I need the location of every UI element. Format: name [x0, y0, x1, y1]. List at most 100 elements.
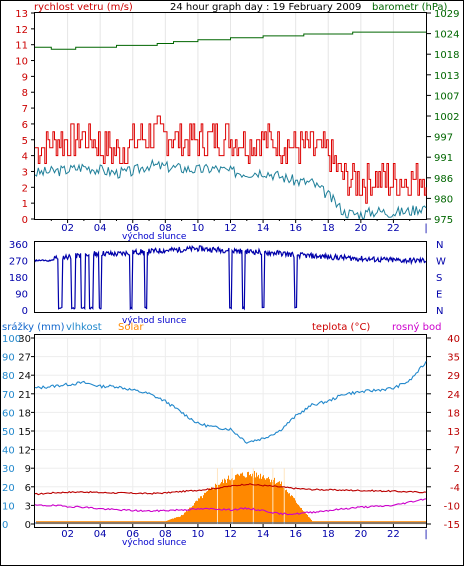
sunrise-label-2: východ slunce [122, 316, 187, 326]
humidity-tick-label: 0 [2, 520, 8, 531]
x-tick-label: 22 [387, 529, 400, 540]
solar-bar [209, 488, 210, 524]
wind-axis-label: rychlost vetru (m/s) [34, 2, 133, 13]
solar-bar [231, 478, 232, 524]
humidity-tick-label: 70 [2, 390, 15, 401]
x-tick-label: 22 [387, 223, 400, 234]
temperature-axis-label: teplota (°C) [312, 322, 370, 333]
solar-bar [198, 498, 199, 524]
wind-tick-label: 9 [22, 72, 28, 83]
temperature-tick-label: -15 [444, 520, 460, 531]
humidity-tick-label: 30 [2, 464, 15, 475]
solar-bar [224, 478, 225, 524]
solar-bar [271, 479, 272, 524]
humidity-tick-label: 90 [2, 353, 15, 364]
solar-bar [306, 514, 307, 524]
compass-tick-label: E [436, 290, 442, 301]
panel-temp-x-axis: 02 04 06 08 10 12 14 16 18 20 22 | [61, 524, 428, 540]
solar-bar [241, 473, 242, 524]
solar-bar [210, 488, 211, 524]
solar-bar [208, 489, 209, 524]
rain-axis-label: srážky (mm) [2, 321, 65, 333]
compass-tick-label: S [436, 273, 442, 284]
solar-bar [201, 496, 202, 524]
solar-bar [243, 475, 244, 524]
solar-bar [252, 473, 253, 524]
solar-bar [276, 482, 277, 524]
panel-temp-series [34, 361, 427, 524]
solar-bar [237, 473, 238, 524]
x-tick-label: 16 [289, 223, 302, 234]
direction-tick-label: 270 [9, 257, 28, 268]
wind-tick-label: 12 [15, 25, 28, 36]
solar-bar [293, 497, 294, 524]
baro-tick-label: 1013 [434, 71, 459, 82]
solar-bar [259, 478, 260, 524]
compass-tick-label: N [436, 240, 443, 251]
rain-tick-label: 30 [18, 334, 31, 345]
solar-bar [166, 520, 167, 524]
solar-bar [181, 514, 182, 524]
solar-bar [183, 514, 184, 524]
solar-bar [195, 501, 196, 524]
solar-bar [185, 512, 186, 524]
wind-tick-label: 0 [22, 215, 28, 226]
solar-bar [212, 488, 213, 524]
solar-bar [297, 504, 298, 524]
solar-bar [263, 475, 264, 524]
solar-bar [218, 484, 219, 524]
solar-bar [216, 484, 217, 524]
solar-bar [187, 511, 188, 524]
humidity-axis-label: vlhkost [66, 322, 102, 333]
solar-bar [186, 510, 187, 524]
x-end-mark: | [424, 529, 427, 540]
sunrise-label-1: východ slunce [122, 232, 187, 242]
baro-tick-label: 1029 [434, 9, 459, 20]
wind-tick-label: 11 [15, 41, 28, 52]
solar-bar [242, 472, 243, 524]
solar-bar [240, 473, 241, 524]
rain-tick-label: 27 [18, 353, 31, 364]
pressure-line [35, 31, 426, 50]
temperature-line [34, 483, 427, 496]
baro-tick-label: 997 [434, 133, 453, 144]
solar-bar [283, 487, 284, 524]
dewpoint-label: rosný bod [392, 321, 441, 333]
solar-bar [199, 498, 200, 524]
humidity-line [34, 361, 427, 444]
solar-bar [192, 506, 193, 524]
baro-tick-label: 991 [434, 153, 453, 164]
solar-bar [264, 478, 265, 524]
wind-tick-label: 3 [22, 167, 28, 178]
x-tick-label: 02 [61, 223, 74, 234]
solar-bar [180, 516, 181, 524]
rain-tick-label: 24 [18, 371, 31, 382]
solar-bar [295, 500, 296, 524]
solar-bar [279, 481, 280, 524]
temperature-tick-label: 24 [447, 390, 460, 401]
wind-direction-line [34, 245, 427, 311]
x-tick-label: 18 [322, 529, 335, 540]
solar-bar [202, 498, 203, 524]
solar-bar [258, 474, 259, 524]
wind-tick-label: 5 [22, 136, 28, 147]
humidity-tick-label: 50 [2, 427, 15, 438]
solar-bar [228, 475, 229, 524]
solar-bar [219, 484, 220, 524]
solar-bar [248, 471, 249, 524]
solar-bar [257, 476, 258, 524]
solar-bar [178, 516, 179, 524]
solar-bar [282, 487, 283, 524]
solar-bar [225, 479, 226, 524]
humidity-tick-label: 20 [2, 483, 15, 494]
solar-bar [233, 480, 234, 524]
x-tick-label: 08 [159, 223, 172, 234]
solar-bar [189, 507, 190, 524]
solar-bar [251, 476, 252, 524]
panel-direction-series [34, 245, 427, 311]
temperature-y-axis: -15 -10 -4 2 7 13 18 24 29 35 40 [426, 334, 460, 531]
solar-bar [176, 517, 177, 524]
